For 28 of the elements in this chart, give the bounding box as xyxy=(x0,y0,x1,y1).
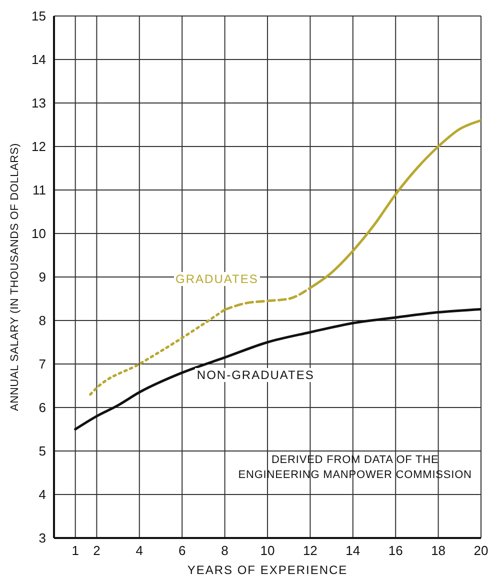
x-tick-label: 10 xyxy=(260,543,275,558)
y-tick-label: 5 xyxy=(38,444,46,459)
y-tick-label: 6 xyxy=(38,400,46,416)
x-tick-label: 14 xyxy=(346,543,360,558)
series-label: GRADUATES xyxy=(174,272,260,286)
x-tick-label: 16 xyxy=(388,543,403,558)
x-tick-label: 2 xyxy=(93,543,100,558)
x-axis-title: YEARS OF EXPERIENCE xyxy=(187,563,348,577)
y-tick-label: 14 xyxy=(32,52,46,68)
y-tick-label: 10 xyxy=(32,226,46,242)
y-tick-label: 8 xyxy=(38,313,46,328)
x-tick-label: 8 xyxy=(221,543,228,558)
y-tick-label: 7 xyxy=(38,356,46,372)
x-tick-label: 18 xyxy=(431,543,446,558)
y-tick-label: 13 xyxy=(32,96,46,111)
x-tick-label: 1 xyxy=(72,543,79,558)
x-tick-label: 20 xyxy=(474,543,488,558)
y-axis-title: ANNUAL SALARY (IN THOUSANDS OF DOLLARS) xyxy=(8,142,21,412)
series-label: NON-GRADUATES xyxy=(194,368,316,382)
y-tick-label: 4 xyxy=(38,487,46,502)
x-tick-label: 4 xyxy=(136,543,144,558)
x-tick-label: 12 xyxy=(302,543,318,558)
y-tick-label: 9 xyxy=(38,270,46,285)
y-tick-label: 3 xyxy=(38,530,46,546)
x-tick-label: 6 xyxy=(178,543,186,558)
y-tick-label: 11 xyxy=(32,182,46,198)
y-tick-label: 12 xyxy=(32,139,46,154)
y-tick-label: 15 xyxy=(32,8,46,24)
